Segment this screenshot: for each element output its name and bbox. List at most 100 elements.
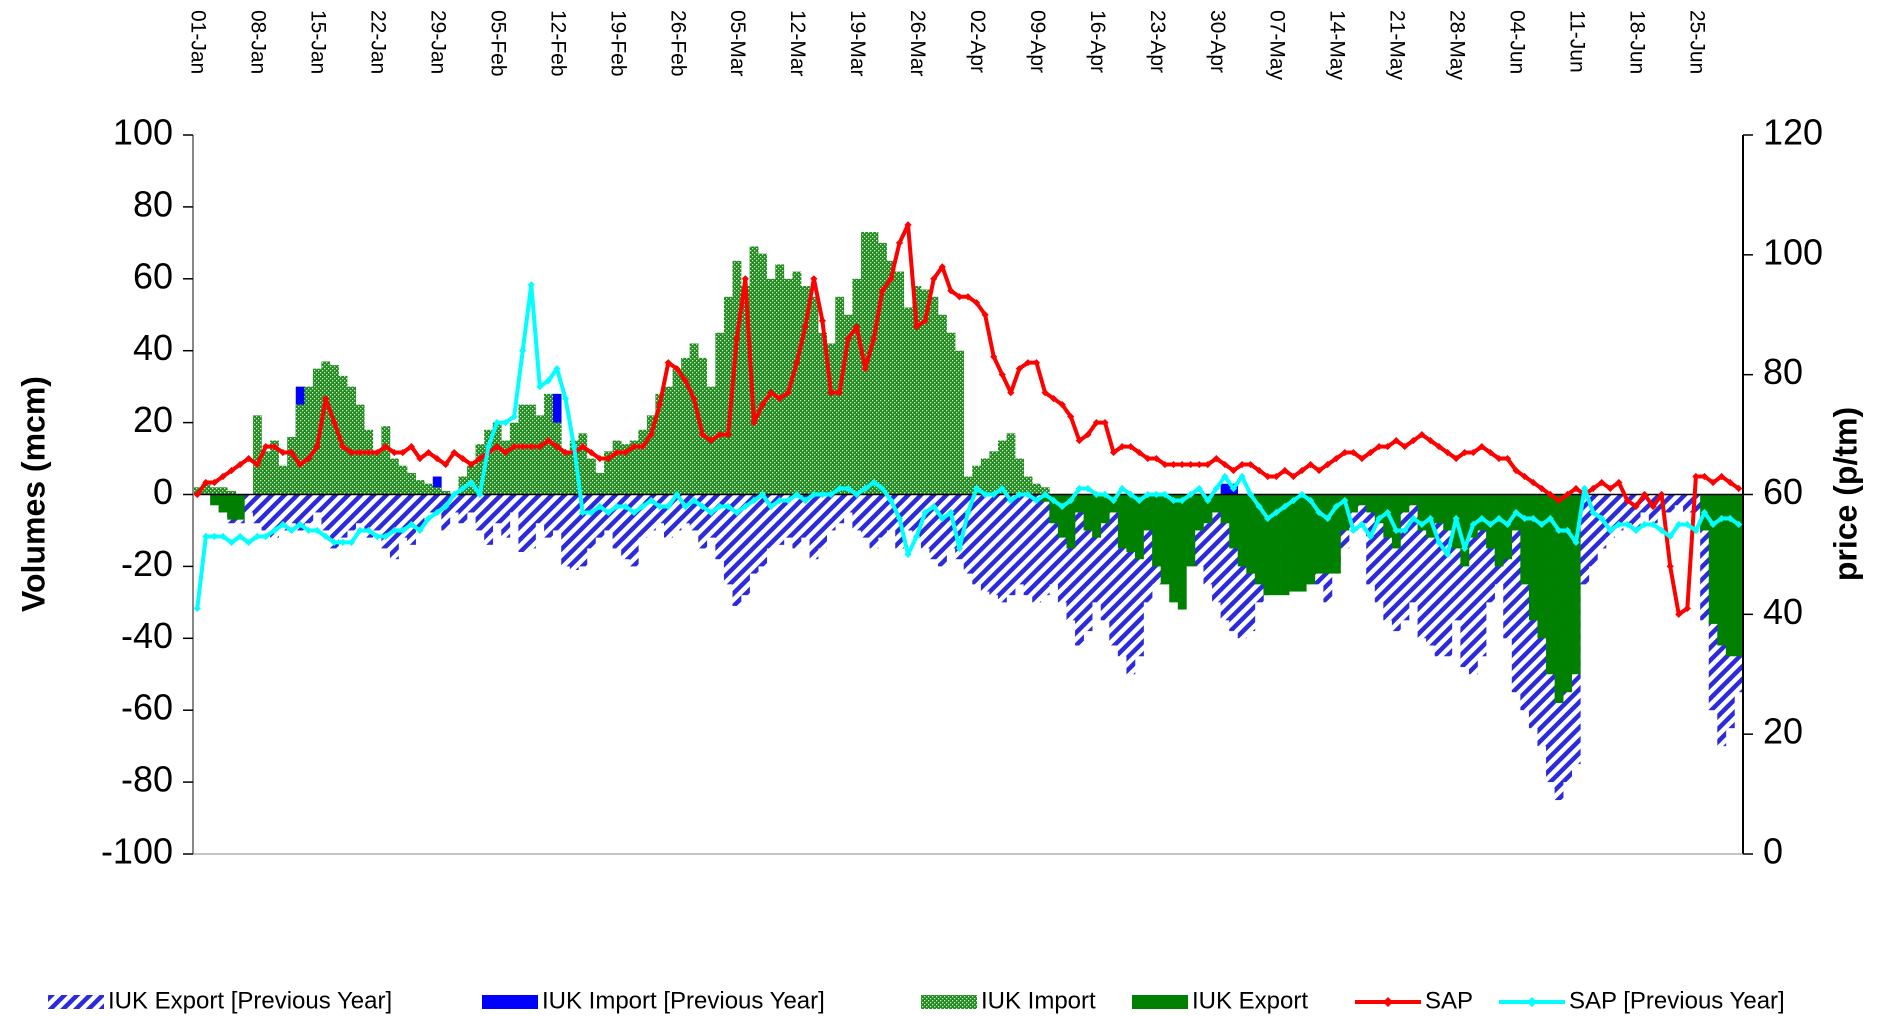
bar	[432, 476, 442, 495]
marker	[459, 454, 467, 463]
marker	[450, 490, 458, 499]
marker	[1084, 430, 1092, 439]
marker	[1649, 520, 1657, 529]
marker	[1272, 508, 1280, 517]
bar	[886, 260, 896, 495]
x-tick-label: 18-Jun	[1625, 10, 1648, 74]
marker	[673, 365, 681, 373]
bar	[578, 433, 588, 495]
marker	[1598, 478, 1606, 487]
bar	[1049, 494, 1059, 524]
marker	[1058, 401, 1066, 409]
x-tick-label: 26-Mar	[906, 10, 929, 77]
y2-tick-label: 0	[1763, 831, 1783, 872]
bar	[1494, 494, 1504, 567]
marker	[287, 448, 296, 457]
marker	[501, 419, 510, 427]
bar	[783, 494, 793, 538]
bar	[843, 494, 853, 513]
marker	[1563, 526, 1572, 535]
marker	[758, 490, 767, 499]
marker	[1264, 472, 1272, 481]
marker	[604, 508, 612, 517]
marker	[1324, 514, 1332, 523]
bar	[1537, 494, 1547, 639]
bar	[518, 494, 528, 553]
marker	[270, 442, 278, 451]
bar	[561, 494, 571, 567]
marker	[570, 442, 578, 451]
marker	[1084, 484, 1092, 493]
legend-swatch	[48, 995, 104, 1009]
marker	[1007, 389, 1015, 397]
bar	[604, 451, 613, 495]
bar	[501, 494, 511, 538]
marker	[245, 454, 253, 463]
marker	[416, 526, 424, 535]
bar	[261, 494, 271, 531]
bar	[878, 242, 887, 495]
marker	[870, 478, 878, 487]
marker	[1324, 460, 1332, 469]
marker	[1461, 448, 1469, 457]
bar	[210, 487, 219, 495]
marker	[981, 311, 989, 319]
marker	[1315, 466, 1323, 475]
marker	[1067, 413, 1075, 421]
marker	[339, 538, 347, 547]
marker	[1640, 490, 1649, 499]
marker	[1478, 514, 1486, 523]
marker	[382, 442, 390, 451]
marker	[1700, 508, 1709, 517]
marker	[1092, 490, 1101, 499]
bar	[629, 440, 639, 495]
legend-label: IUK Export [Previous Year]	[108, 987, 392, 1014]
bar	[698, 494, 708, 549]
marker	[202, 478, 210, 487]
y-tick-label: 60	[133, 255, 173, 296]
marker	[613, 448, 621, 457]
marker	[1392, 436, 1400, 445]
bar	[1109, 494, 1119, 646]
bar	[347, 386, 357, 495]
bar	[1143, 494, 1153, 603]
marker	[1606, 484, 1614, 493]
marker	[219, 532, 227, 541]
bar	[321, 361, 331, 495]
bar	[586, 458, 596, 495]
marker	[1384, 442, 1392, 451]
marker	[364, 448, 373, 457]
bar	[287, 436, 297, 495]
bar	[569, 494, 579, 570]
bar	[381, 494, 391, 549]
x-tick-label: 05-Mar	[726, 10, 749, 77]
bar	[903, 494, 913, 531]
bar	[1057, 494, 1067, 603]
bar	[552, 494, 562, 531]
marker	[1495, 514, 1503, 523]
legend-swatch	[482, 995, 538, 1009]
marker	[733, 335, 741, 343]
bar	[330, 494, 339, 549]
bar	[218, 487, 228, 495]
marker	[544, 436, 552, 445]
bar	[912, 494, 922, 538]
bar	[252, 494, 262, 524]
x-tick-label: 14-May	[1326, 10, 1349, 81]
bar	[1554, 494, 1564, 704]
marker	[1692, 472, 1700, 481]
bar	[1605, 494, 1615, 538]
bar	[389, 458, 399, 495]
marker	[630, 442, 638, 451]
marker	[1666, 532, 1674, 541]
bar	[1323, 494, 1333, 574]
marker	[330, 538, 338, 547]
x-tick-label: 12-Mar	[786, 10, 809, 77]
marker	[1358, 454, 1366, 463]
marker	[656, 401, 664, 409]
marker	[1589, 508, 1597, 517]
marker	[1067, 496, 1075, 505]
bar	[715, 494, 725, 560]
marker	[895, 239, 904, 247]
bar	[1237, 494, 1247, 567]
